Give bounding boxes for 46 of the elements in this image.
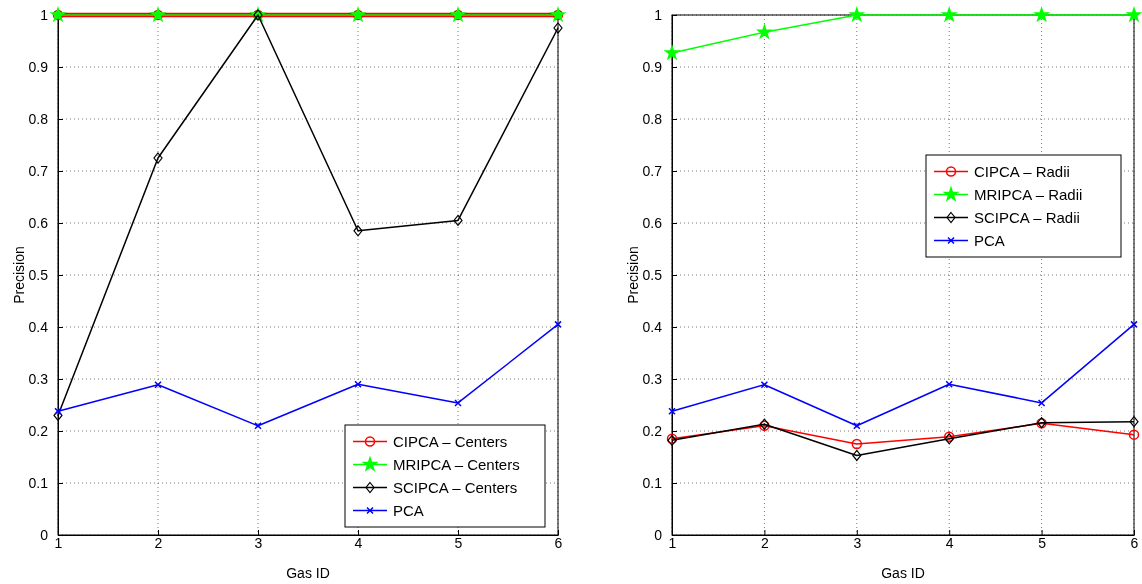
x-axis-title: Gas ID [881, 565, 925, 581]
x-tick-label: 5 [454, 534, 463, 551]
y-tick-label: 0.1 [28, 474, 49, 491]
legend-label: SCIPCA – Centers [393, 478, 518, 496]
x-tick-label: 1 [54, 534, 63, 551]
x-tick-label: 2 [154, 534, 163, 551]
y-tick-label: 0.1 [642, 474, 663, 491]
legend-label: SCIPCA – Radii [974, 208, 1080, 226]
legend-label: PCA [393, 501, 424, 519]
y-tick-label: 0.9 [642, 58, 663, 75]
x-axis-title: Gas ID [286, 565, 330, 581]
y-tick-label: 0.4 [642, 318, 663, 335]
y-tick-label: 0.6 [642, 214, 663, 231]
x-tick-label: 2 [761, 534, 769, 551]
x-tick-label: 6 [554, 534, 563, 551]
y-tick-label: 0.7 [28, 162, 49, 179]
y-tick-label: 0.2 [642, 422, 663, 439]
x-tick-label: 6 [1130, 534, 1139, 551]
x-tick-label: 3 [254, 534, 263, 551]
y-tick-label: 0.2 [28, 422, 49, 439]
y-tick-label: 1 [40, 6, 49, 23]
x-tick-label: 4 [354, 534, 363, 551]
y-tick-label: 0.8 [642, 110, 663, 127]
y-tick-label: 0.8 [28, 110, 49, 127]
y-tick-label: 0.3 [28, 370, 49, 387]
x-tick-label: 1 [668, 534, 677, 551]
y-tick-label: 0.4 [28, 318, 49, 335]
y-tick-label: 0.7 [642, 162, 663, 179]
y-axis-title: Precision [11, 246, 27, 304]
legend-label: MRIPCA – Centers [393, 455, 520, 473]
y-tick-label: 1 [654, 6, 663, 23]
y-tick-label: 0 [654, 526, 663, 543]
y-tick-label: 0 [40, 526, 49, 543]
x-tick-label: 3 [853, 534, 862, 551]
x-tick-label: 4 [945, 534, 954, 551]
y-tick-label: 0.9 [28, 58, 49, 75]
y-tick-label: 0.5 [28, 266, 49, 283]
y-tick-label: 0.3 [642, 370, 663, 387]
legend-label: CIPCA – Radii [974, 162, 1070, 180]
y-axis-title: Precision [625, 246, 641, 304]
y-tick-label: 0.5 [642, 266, 663, 283]
legend-label: CIPCA – Centers [393, 432, 508, 450]
x-tick-label: 5 [1038, 534, 1047, 551]
y-tick-label: 0.6 [28, 214, 49, 231]
legend-label: PCA [974, 231, 1005, 249]
legend-label: MRIPCA – Radii [974, 185, 1083, 203]
